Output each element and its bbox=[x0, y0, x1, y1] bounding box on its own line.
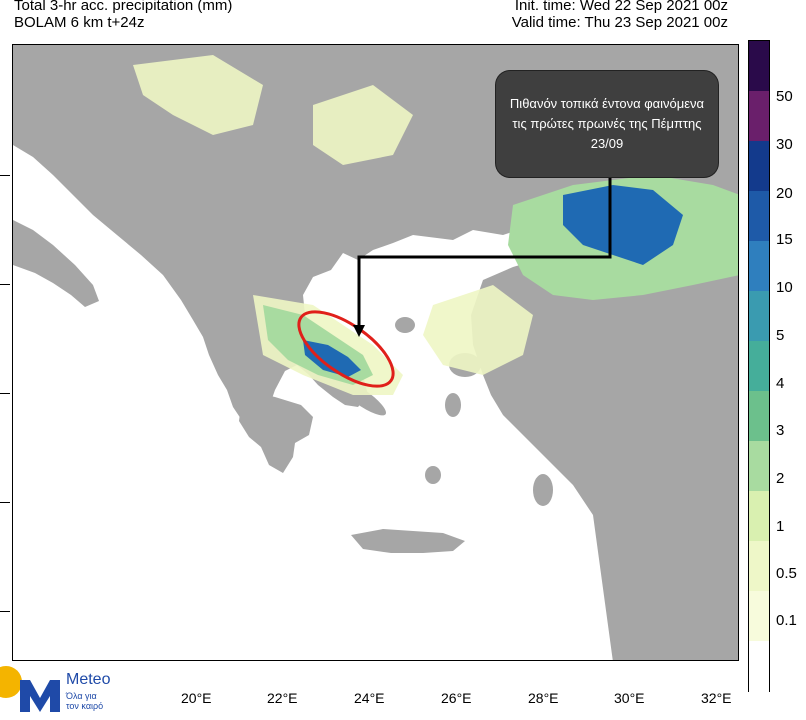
colorbar-label: 3 bbox=[776, 422, 785, 439]
callout-text: Πιθανόν τοπικά έντονα φαινόμενα τις πρώτ… bbox=[509, 96, 705, 151]
colorbar-segment bbox=[749, 191, 769, 242]
island-naxos bbox=[425, 466, 441, 484]
colorbar-label: 2 bbox=[776, 470, 785, 487]
lat-tick-2 bbox=[0, 284, 10, 285]
logo-wordmark: Meteo bbox=[66, 671, 111, 688]
island-chios bbox=[445, 393, 461, 417]
precip-heavy-central bbox=[303, 340, 361, 377]
colorbar-label: 0.5 bbox=[776, 565, 797, 582]
x-tick-label: 28°E bbox=[528, 690, 559, 706]
logo-tagline-line1: Όλα για bbox=[66, 691, 97, 701]
colorbar-segment bbox=[749, 441, 769, 492]
precipitation-map bbox=[13, 45, 738, 660]
x-tick-label: 26°E bbox=[441, 690, 472, 706]
precip-light-northeast bbox=[313, 85, 413, 165]
colorbar-label: 30 bbox=[776, 136, 793, 153]
colorbar-label: 20 bbox=[776, 185, 793, 202]
colorbar-segment bbox=[749, 341, 769, 392]
lat-tick-1 bbox=[0, 175, 10, 176]
colorbar-label: 10 bbox=[776, 279, 793, 296]
x-tick-label: 24°E bbox=[354, 690, 385, 706]
precipitation-colorbar bbox=[748, 40, 770, 692]
x-tick-label: 20°E bbox=[181, 690, 212, 706]
land-anatolia bbox=[471, 223, 738, 660]
callout-arrowhead bbox=[353, 325, 365, 337]
colorbar-label: 0.1 bbox=[776, 612, 797, 629]
colorbar-segment bbox=[749, 241, 769, 292]
colorbar-segment bbox=[749, 91, 769, 142]
colorbar-segment bbox=[749, 491, 769, 542]
lat-tick-5 bbox=[0, 611, 10, 612]
land-italy bbox=[13, 220, 99, 307]
lat-tick-4 bbox=[0, 502, 10, 503]
logo-tagline-line2: τον καιρό bbox=[66, 701, 104, 711]
x-tick-label: 30°E bbox=[614, 690, 645, 706]
colorbar-segment bbox=[749, 291, 769, 342]
colorbar-segment bbox=[749, 541, 769, 592]
colorbar-segment bbox=[749, 41, 769, 92]
precip-light-aegean bbox=[423, 285, 533, 375]
lat-tick-3 bbox=[0, 393, 10, 394]
precip-light-north bbox=[133, 55, 263, 135]
time-info: Init. time: Wed 22 Sep 2021 00z Valid ti… bbox=[512, 0, 728, 31]
land-crete bbox=[351, 529, 465, 553]
valid-time: Valid time: Thu 23 Sep 2021 00z bbox=[511, 14, 728, 31]
x-tick-label: 32°E bbox=[701, 690, 732, 706]
warning-callout: Πιθανόν τοπικά έντονα φαινόμενα τις πρώτ… bbox=[496, 71, 718, 177]
colorbar-label: 15 bbox=[776, 231, 793, 248]
map-title: Total 3-hr acc. precipitation (mm) BOLAM… bbox=[14, 0, 232, 31]
colorbar-label: 4 bbox=[776, 375, 785, 392]
logo-tagline: Όλα για τον καιρό bbox=[66, 691, 103, 711]
init-time: Init. time: Wed 22 Sep 2021 00z bbox=[514, 0, 728, 14]
meteo-logo-icon bbox=[0, 666, 60, 712]
map-panel bbox=[12, 44, 739, 661]
island-rhodes bbox=[533, 474, 553, 506]
colorbar-segment bbox=[749, 591, 769, 642]
title-line-1: Total 3-hr acc. precipitation (mm) bbox=[14, 0, 233, 14]
precip-heavy-east bbox=[563, 185, 683, 265]
colorbar-segment bbox=[749, 141, 769, 192]
colorbar-segment bbox=[749, 641, 769, 692]
land-peloponnese bbox=[239, 390, 313, 473]
island-lemnos bbox=[395, 317, 415, 333]
colorbar-label: 1 bbox=[776, 518, 785, 535]
colorbar-label: 50 bbox=[776, 88, 793, 105]
colorbar-label: 5 bbox=[776, 327, 785, 344]
callout-arrow bbox=[357, 177, 612, 330]
x-tick-label: 22°E bbox=[267, 690, 298, 706]
title-line-2: BOLAM 6 km t+24z bbox=[14, 14, 145, 31]
colorbar-segment bbox=[749, 391, 769, 442]
